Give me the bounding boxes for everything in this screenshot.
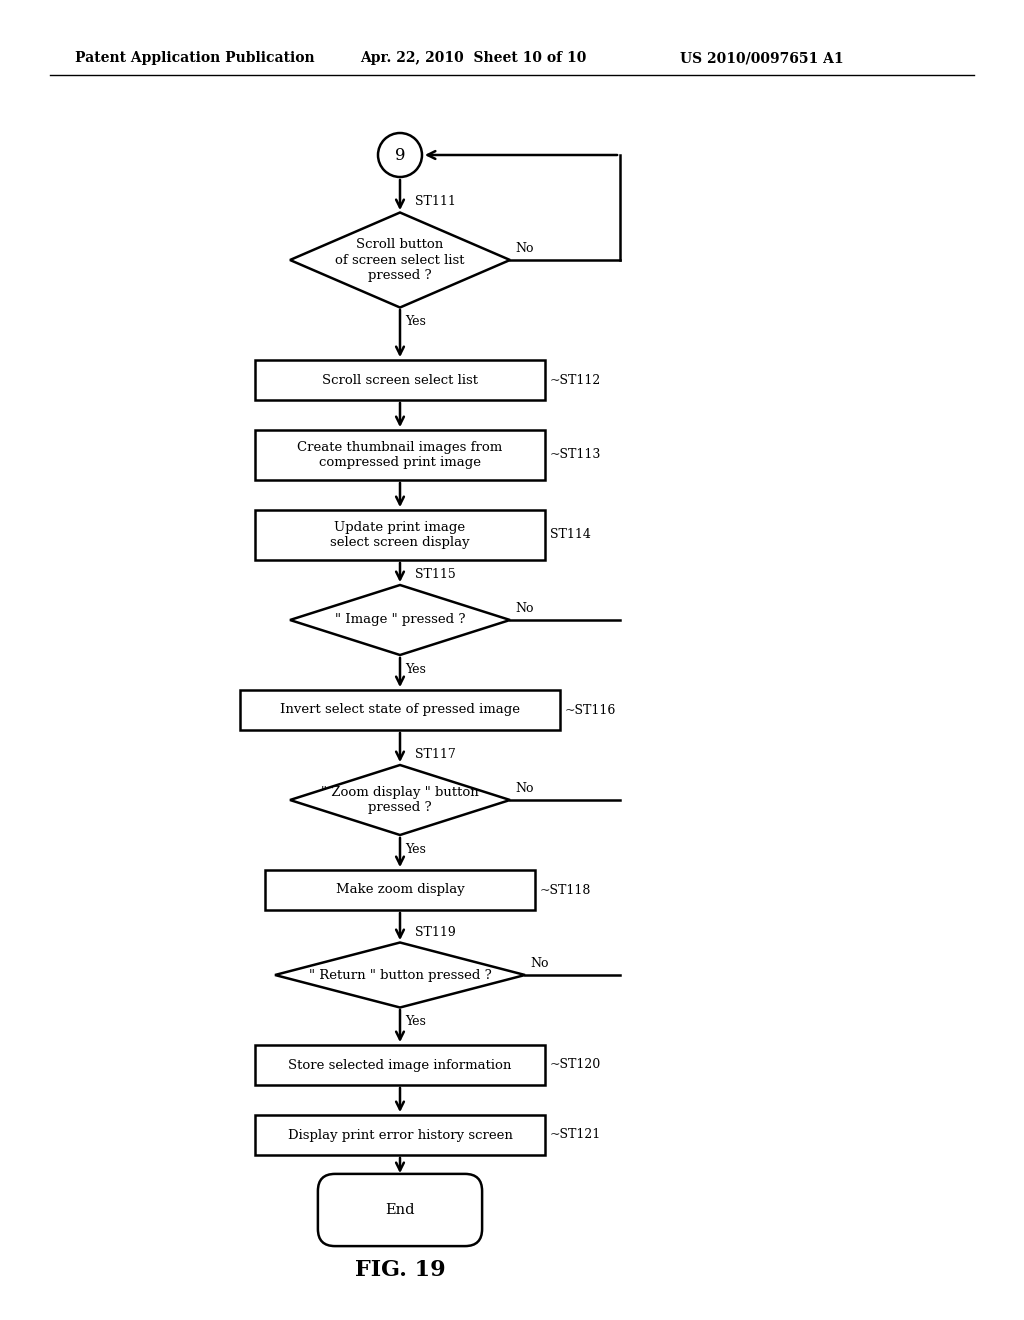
Text: Yes: Yes — [406, 315, 426, 327]
Bar — [240, 690, 560, 730]
Text: ~ST120: ~ST120 — [550, 1059, 601, 1072]
Text: No: No — [530, 957, 549, 970]
Text: ~ST116: ~ST116 — [565, 704, 616, 717]
Text: ~ST118: ~ST118 — [540, 883, 592, 896]
Text: US 2010/0097651 A1: US 2010/0097651 A1 — [680, 51, 844, 65]
Polygon shape — [290, 213, 510, 308]
Text: Invert select state of pressed image: Invert select state of pressed image — [280, 704, 520, 717]
Text: ~ST113: ~ST113 — [550, 449, 601, 462]
Text: Create thumbnail images from
compressed print image: Create thumbnail images from compressed … — [297, 441, 503, 469]
Text: ~ST121: ~ST121 — [550, 1129, 601, 1142]
Text: " Zoom display " button
pressed ?: " Zoom display " button pressed ? — [322, 785, 479, 814]
Text: Update print image
select screen display: Update print image select screen display — [330, 521, 470, 549]
Text: " Return " button pressed ?: " Return " button pressed ? — [308, 969, 492, 982]
Text: ST115: ST115 — [415, 568, 456, 581]
Text: End: End — [385, 1203, 415, 1217]
Bar — [255, 1115, 545, 1155]
Text: ST111: ST111 — [415, 195, 456, 209]
Text: FIG. 19: FIG. 19 — [354, 1259, 445, 1280]
Text: 9: 9 — [394, 147, 406, 164]
Text: Yes: Yes — [406, 1015, 426, 1028]
Text: ST119: ST119 — [415, 927, 456, 939]
Text: No: No — [515, 602, 534, 615]
Polygon shape — [275, 942, 525, 1007]
Bar — [255, 1045, 545, 1085]
Bar — [265, 870, 535, 909]
Text: Patent Application Publication: Patent Application Publication — [75, 51, 314, 65]
Text: Yes: Yes — [406, 843, 426, 855]
Text: Store selected image information: Store selected image information — [289, 1059, 512, 1072]
Text: Scroll button
of screen select list
pressed ?: Scroll button of screen select list pres… — [335, 239, 465, 281]
FancyBboxPatch shape — [317, 1173, 482, 1246]
Text: Make zoom display: Make zoom display — [336, 883, 464, 896]
Bar — [255, 510, 545, 560]
Text: Apr. 22, 2010  Sheet 10 of 10: Apr. 22, 2010 Sheet 10 of 10 — [360, 51, 587, 65]
Text: ~ST112: ~ST112 — [550, 374, 601, 387]
Text: ST114: ST114 — [550, 528, 591, 541]
Text: Display print error history screen: Display print error history screen — [288, 1129, 512, 1142]
Text: No: No — [515, 781, 534, 795]
Text: Yes: Yes — [406, 663, 426, 676]
Bar — [255, 360, 545, 400]
Polygon shape — [290, 585, 510, 655]
Text: Scroll screen select list: Scroll screen select list — [322, 374, 478, 387]
Text: ST117: ST117 — [415, 748, 456, 762]
Bar — [255, 430, 545, 480]
Text: No: No — [515, 242, 534, 255]
Text: " Image " pressed ?: " Image " pressed ? — [335, 614, 465, 627]
Polygon shape — [290, 766, 510, 836]
